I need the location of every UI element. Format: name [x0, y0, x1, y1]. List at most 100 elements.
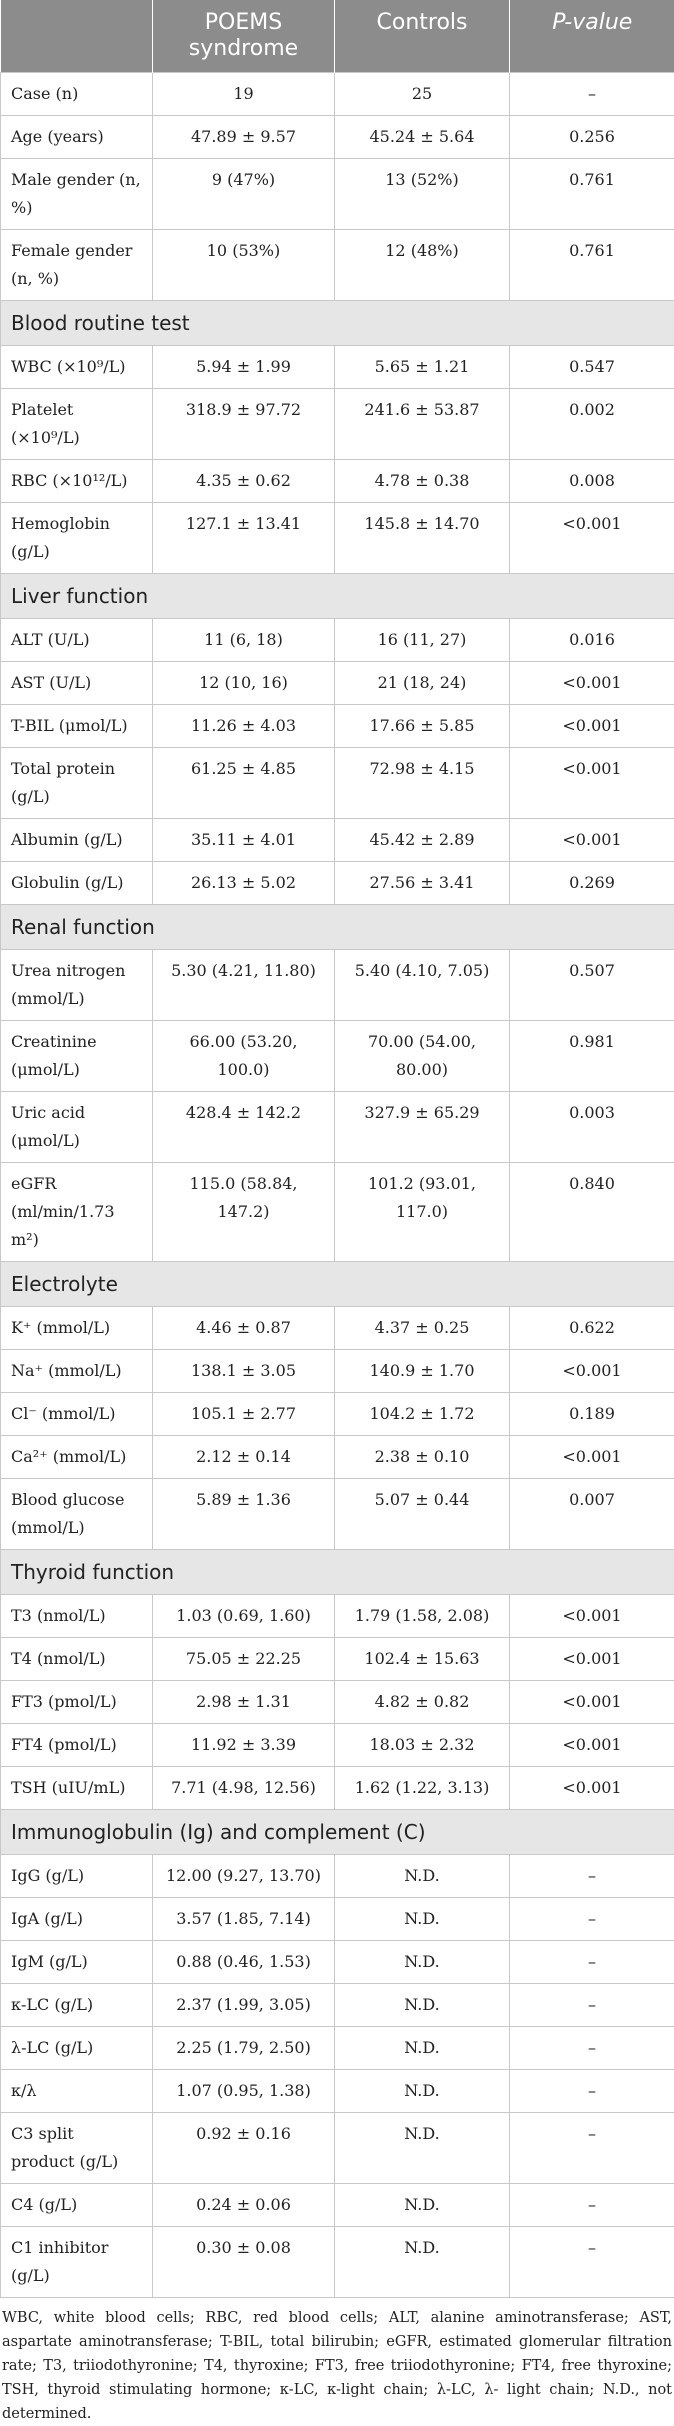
- cell-controls: N.D.: [335, 2227, 510, 2298]
- cell-p-value: 0.256: [510, 116, 674, 159]
- header-row: POEMS syndrome Controls P-value: [1, 0, 674, 73]
- row-label: Age (years): [1, 116, 153, 159]
- cell-controls: N.D.: [335, 2070, 510, 2113]
- cell-poems: 105.1 ± 2.77: [153, 1393, 335, 1436]
- table-row: T3 (nmol/L)1.03 (0.69, 1.60)1.79 (1.58, …: [1, 1595, 674, 1638]
- table-row: κ-LC (g/L)2.37 (1.99, 3.05)N.D.–: [1, 1984, 674, 2027]
- cell-controls: 5.07 ± 0.44: [335, 1479, 510, 1550]
- cell-p-value: 0.016: [510, 619, 674, 662]
- cell-controls: N.D.: [335, 2113, 510, 2184]
- row-label: T-BIL (μmol/L): [1, 705, 153, 748]
- row-label: K⁺ (mmol/L): [1, 1307, 153, 1350]
- cell-p-value: –: [510, 2227, 674, 2298]
- table-footnote: WBC, white blood cells; RBC, red blood c…: [0, 2298, 674, 2426]
- cell-controls: N.D.: [335, 1855, 510, 1898]
- cell-poems: 5.30 (4.21, 11.80): [153, 950, 335, 1021]
- cell-poems: 0.24 ± 0.06: [153, 2184, 335, 2227]
- row-label: Globulin (g/L): [1, 862, 153, 905]
- cell-poems: 7.71 (4.98, 12.56): [153, 1767, 335, 1810]
- cell-poems: 0.30 ± 0.08: [153, 2227, 335, 2298]
- section-title: Blood routine test: [1, 301, 674, 346]
- section-row: Blood routine test: [1, 301, 674, 346]
- cell-controls: 45.42 ± 2.89: [335, 819, 510, 862]
- cell-p-value: 0.761: [510, 230, 674, 301]
- cell-controls: 1.79 (1.58, 2.08): [335, 1595, 510, 1638]
- row-label: C3 split product (g/L): [1, 2113, 153, 2184]
- table-row: Female gender (n, %)10 (53%)12 (48%)0.76…: [1, 230, 674, 301]
- row-label: Cl⁻ (mmol/L): [1, 1393, 153, 1436]
- cell-controls: 27.56 ± 3.41: [335, 862, 510, 905]
- cell-poems: 47.89 ± 9.57: [153, 116, 335, 159]
- cell-poems: 5.89 ± 1.36: [153, 1479, 335, 1550]
- row-label: C1 inhibitor (g/L): [1, 2227, 153, 2298]
- cell-poems: 75.05 ± 22.25: [153, 1638, 335, 1681]
- cell-p-value: –: [510, 2184, 674, 2227]
- header-blank: [1, 0, 153, 73]
- cell-controls: 12 (48%): [335, 230, 510, 301]
- row-label: AST (U/L): [1, 662, 153, 705]
- row-label: κ-LC (g/L): [1, 1984, 153, 2027]
- cell-p-value: 0.002: [510, 389, 674, 460]
- cell-p-value: 0.269: [510, 862, 674, 905]
- row-label: Platelet (×10⁹/L): [1, 389, 153, 460]
- row-label: C4 (g/L): [1, 2184, 153, 2227]
- cell-controls: 72.98 ± 4.15: [335, 748, 510, 819]
- row-label: Albumin (g/L): [1, 819, 153, 862]
- section-row: Renal function: [1, 905, 674, 950]
- row-label: TSH (uIU/mL): [1, 1767, 153, 1810]
- table-row: IgA (g/L)3.57 (1.85, 7.14)N.D.–: [1, 1898, 674, 1941]
- cell-poems: 11.26 ± 4.03: [153, 705, 335, 748]
- header-p-value: P-value: [510, 0, 674, 73]
- table-row: TSH (uIU/mL)7.71 (4.98, 12.56)1.62 (1.22…: [1, 1767, 674, 1810]
- row-label: T3 (nmol/L): [1, 1595, 153, 1638]
- cell-controls: 5.40 (4.10, 7.05): [335, 950, 510, 1021]
- cell-p-value: 0.507: [510, 950, 674, 1021]
- cell-p-value: <0.001: [510, 1638, 674, 1681]
- cell-controls: 25: [335, 73, 510, 116]
- cell-poems: 115.0 (58.84, 147.2): [153, 1163, 335, 1262]
- table-row: ALT (U/L)11 (6, 18)16 (11, 27)0.016: [1, 619, 674, 662]
- cell-p-value: –: [510, 1984, 674, 2027]
- cell-p-value: –: [510, 2113, 674, 2184]
- header-poems: POEMS syndrome: [153, 0, 335, 73]
- cell-p-value: <0.001: [510, 1681, 674, 1724]
- header-p-value-text: P-value: [552, 10, 632, 35]
- cell-p-value: 0.189: [510, 1393, 674, 1436]
- row-label: Urea nitrogen (mmol/L): [1, 950, 153, 1021]
- table-row: IgG (g/L)12.00 (9.27, 13.70)N.D.–: [1, 1855, 674, 1898]
- cell-p-value: <0.001: [510, 1595, 674, 1638]
- row-label: Uric acid (μmol/L): [1, 1092, 153, 1163]
- cell-poems: 19: [153, 73, 335, 116]
- row-label: IgG (g/L): [1, 1855, 153, 1898]
- cell-poems: 12.00 (9.27, 13.70): [153, 1855, 335, 1898]
- row-label: WBC (×10⁹/L): [1, 346, 153, 389]
- row-label: Na⁺ (mmol/L): [1, 1350, 153, 1393]
- cell-controls: 13 (52%): [335, 159, 510, 230]
- cell-poems: 2.98 ± 1.31: [153, 1681, 335, 1724]
- cell-p-value: <0.001: [510, 1436, 674, 1479]
- cell-controls: N.D.: [335, 1941, 510, 1984]
- cell-controls: N.D.: [335, 2027, 510, 2070]
- cell-controls: 4.82 ± 0.82: [335, 1681, 510, 1724]
- row-label: Female gender (n, %): [1, 230, 153, 301]
- cell-p-value: 0.547: [510, 346, 674, 389]
- cell-p-value: <0.001: [510, 503, 674, 574]
- cell-poems: 12 (10, 16): [153, 662, 335, 705]
- row-label: Hemoglobin (g/L): [1, 503, 153, 574]
- cell-poems: 9 (47%): [153, 159, 335, 230]
- row-label: RBC (×10¹²/L): [1, 460, 153, 503]
- cell-p-value: <0.001: [510, 1724, 674, 1767]
